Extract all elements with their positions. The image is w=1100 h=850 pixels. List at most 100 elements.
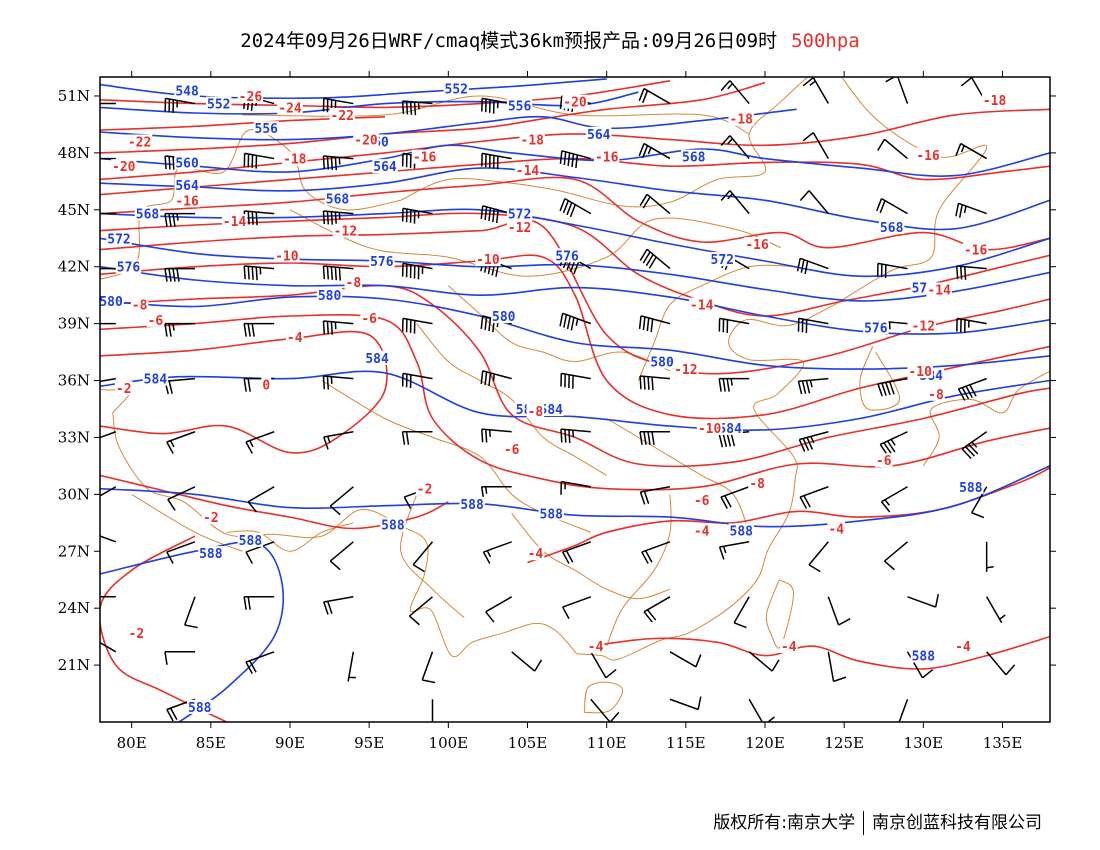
height-label-bg [586,126,612,141]
barb-flag [646,609,657,621]
barb-shaft [881,486,908,503]
wind-barb [798,431,829,452]
x-tick-label: 90E [275,734,305,752]
wind-barb [167,486,196,511]
barb-flag [172,156,175,170]
barb-flag [405,431,410,445]
barb-shaft [561,480,591,488]
temperature-label: -6 [694,494,710,509]
barb-flag [889,381,895,395]
barb-flag [164,213,168,227]
temperature-label-bg [526,546,545,561]
barb-flag [695,654,702,668]
border-line [859,346,901,411]
x-tick-label: 85E [196,734,226,752]
barb-flag [247,266,250,280]
barb-flag [883,442,892,455]
border-line [576,304,835,661]
barb-flag [567,152,571,167]
barb-shaft [329,541,354,562]
barb-flag [964,446,976,457]
height-label: 556 [255,122,279,137]
wind-barb [561,541,592,564]
barb-flag [934,594,939,608]
wind-barb [986,651,1016,676]
barb-shaft [247,486,275,503]
height-label-bg [372,159,398,174]
barb-flag [90,502,98,512]
wind-barb [245,431,275,454]
barb-flag [330,156,334,170]
barb-flag [86,104,88,117]
wind-barb [590,698,620,722]
barb-shaft [812,132,829,159]
height-label: 564 [587,128,611,143]
wind-barb [802,132,829,159]
barb-flag [971,512,985,519]
barb-flag [482,551,491,564]
barb-flag [90,104,92,117]
barb-shaft [799,486,829,498]
barb-flag [568,429,571,444]
barb-flag [647,376,650,390]
barb-flag [726,433,732,447]
barb-flag [330,211,334,225]
barb-shaft [402,262,433,270]
barb-shaft [329,486,354,507]
barb-half-flag [986,566,994,569]
barb-flag [800,259,805,273]
temperature-label-bg [827,521,846,536]
wind-barb [329,541,354,571]
temperature-label: -14 [690,299,714,314]
wind-barb [322,210,354,226]
barb-flag [403,496,412,509]
x-tick-label: 110E [587,734,627,752]
wind-barb [409,596,433,626]
height-label-bg [324,191,351,206]
temperature-contour [100,314,1050,491]
wind-barb [481,152,512,170]
height-contour [100,265,1050,335]
barb-flag [638,315,642,330]
barb-flag [639,193,648,206]
barb-flag [249,660,257,673]
wind-barb [100,431,117,439]
temperature-label: -16 [413,151,437,166]
barb-flag [575,154,579,169]
barb-flag [485,429,488,443]
barb-flag [168,268,172,282]
border-line [922,370,1050,467]
wind-barb [480,486,512,500]
barb-shaft [184,596,196,626]
barb-flag [168,380,173,394]
wind-barb [100,267,116,270]
barb-shaft [971,486,988,514]
barb-flag [960,77,973,87]
barb-shaft [244,152,275,160]
barb-flag [488,317,492,332]
temperature-label: -4 [588,640,604,655]
barb-flag [559,198,566,212]
barb-flag [605,668,617,679]
barb-shaft [643,142,671,160]
barb-shaft [808,541,829,566]
temperature-label: -20 [563,96,587,111]
temperature-label: -2 [203,511,219,526]
barb-shaft [409,596,433,617]
barb-flag [563,151,567,166]
barb-shaft [100,431,117,439]
barb-flag [401,431,406,445]
wind-barb [481,428,512,443]
temperature-contour [100,535,228,722]
wind-barb [669,696,702,711]
x-tick-label: 135E [983,734,1023,752]
barb-flag [651,377,654,391]
temperature-label: -8 [749,477,765,492]
barb-flag [245,551,253,564]
wind-barb [323,596,354,615]
height-label-bg [554,248,580,263]
wind-barb [827,596,851,626]
barb-half-flag [809,380,813,388]
height-label-bg [380,517,406,532]
barb-flag [571,153,575,168]
